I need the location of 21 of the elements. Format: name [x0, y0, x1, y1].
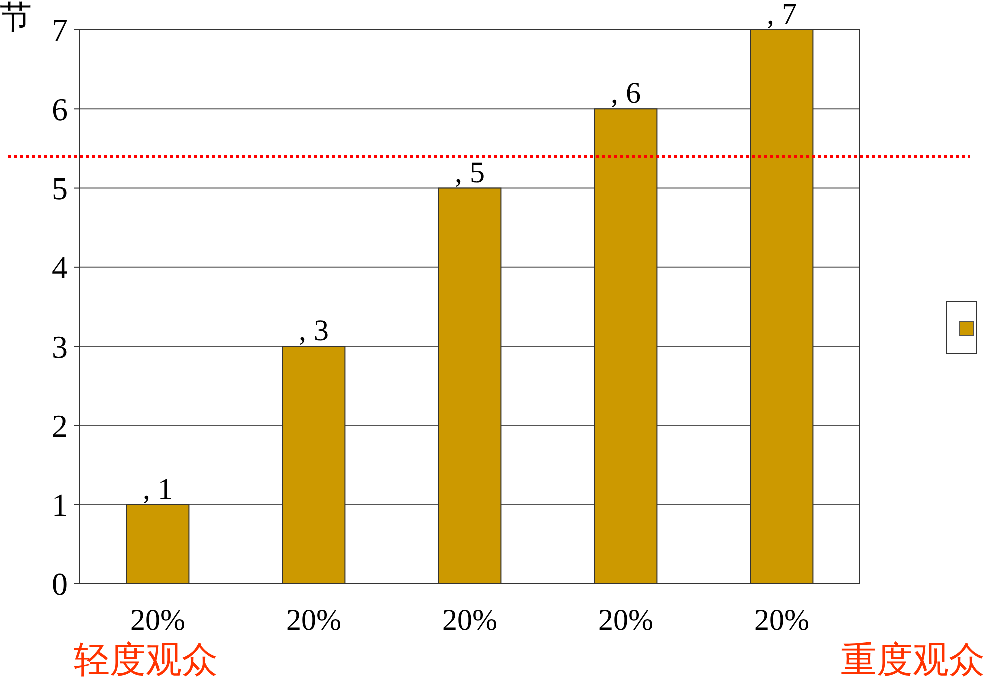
y-tick-label: 6 [52, 91, 68, 128]
data-label: , 5 [455, 156, 485, 190]
y-tick-label: 1 [52, 487, 68, 524]
x-tick-label: 20% [598, 604, 654, 637]
data-label: , 6 [611, 77, 641, 110]
text: 重度观众 [841, 640, 985, 681]
y-tick-label: 7 [52, 12, 68, 48]
y-axis-title: 节 [0, 0, 32, 35]
y-tick-label: 5 [52, 170, 68, 206]
data-label: , 3 [299, 314, 329, 348]
y-tick-label: 4 [52, 250, 68, 286]
text: 轻度观众 [74, 640, 218, 681]
x-tick-label: 20% [442, 604, 498, 637]
y-tick-label: 0 [52, 566, 68, 602]
data-label: , 1 [143, 472, 173, 506]
x-tick-label: 20% [754, 604, 810, 637]
x-tick-label: 20% [130, 604, 186, 637]
x-tick-label: 20% [286, 604, 342, 637]
data-label: , 7 [767, 0, 797, 31]
y-tick-label: 3 [52, 328, 68, 365]
y-tick-label: 2 [52, 408, 68, 444]
